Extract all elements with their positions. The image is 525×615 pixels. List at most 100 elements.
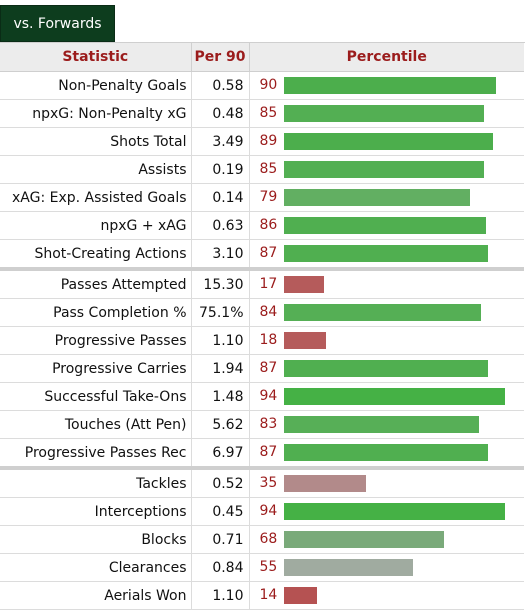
percentile-bar bbox=[283, 189, 470, 206]
tab-vs-forwards[interactable]: vs. Forwards bbox=[0, 5, 115, 42]
per90-value: 6.97 bbox=[191, 438, 250, 470]
stat-name: Tackles bbox=[0, 468, 192, 498]
percentile-cell: 87 bbox=[249, 438, 524, 470]
percentile-value: 85 bbox=[259, 105, 278, 121]
percentile-bar bbox=[283, 503, 505, 520]
per90-value: 75.1% bbox=[191, 298, 250, 327]
table-row: Non-Penalty Goals 0.58 90 bbox=[0, 71, 524, 100]
tab-bar: vs. Forwards bbox=[0, 0, 525, 43]
stat-name: Shot-Creating Actions bbox=[0, 239, 192, 271]
percentile-cell: 35 bbox=[249, 468, 524, 498]
percentile-cell: 85 bbox=[249, 155, 524, 184]
percentile-bar bbox=[283, 245, 488, 262]
percentile-value: 86 bbox=[259, 217, 278, 233]
table-row: Pass Completion % 75.1% 84 bbox=[0, 298, 524, 327]
percentile-value: 94 bbox=[259, 388, 278, 404]
per90-value: 3.10 bbox=[191, 239, 250, 271]
percentile-bar bbox=[283, 217, 486, 234]
percentile-cell: 86 bbox=[249, 211, 524, 240]
percentile-bar bbox=[283, 332, 326, 349]
stat-name: Interceptions bbox=[0, 497, 192, 526]
table-row: Successful Take-Ons 1.48 94 bbox=[0, 382, 524, 411]
stat-name: Blocks bbox=[0, 525, 192, 554]
stat-name: Touches (Att Pen) bbox=[0, 410, 192, 439]
per90-value: 1.10 bbox=[191, 581, 250, 610]
table-body: Non-Penalty Goals 0.58 90 npxG: Non-Penalty… bbox=[0, 71, 524, 610]
percentile-bar bbox=[283, 105, 484, 122]
stat-name: xAG: Exp. Assisted Goals bbox=[0, 183, 192, 212]
percentile-bar bbox=[283, 559, 413, 576]
table-row: Tackles 0.52 35 bbox=[0, 468, 524, 498]
per90-value: 15.30 bbox=[191, 269, 250, 299]
per90-value: 3.49 bbox=[191, 127, 250, 156]
percentile-bar bbox=[283, 531, 444, 548]
header-per90[interactable]: Per 90 bbox=[191, 43, 250, 72]
per90-value: 0.84 bbox=[191, 553, 250, 582]
percentile-cell: 14 bbox=[249, 581, 524, 610]
table-row: Aerials Won 1.10 14 bbox=[0, 581, 524, 610]
percentile-value: 89 bbox=[259, 133, 278, 149]
stat-name: Successful Take-Ons bbox=[0, 382, 192, 411]
percentile-cell: 94 bbox=[249, 497, 524, 526]
stat-name: npxG + xAG bbox=[0, 211, 192, 240]
percentile-bar bbox=[283, 444, 488, 461]
stat-name: npxG: Non-Penalty xG bbox=[0, 99, 192, 128]
stat-name: Assists bbox=[0, 155, 192, 184]
percentile-value: 90 bbox=[259, 77, 278, 93]
header-percentile[interactable]: Percentile bbox=[249, 43, 524, 72]
per90-value: 1.48 bbox=[191, 382, 250, 411]
percentile-cell: 79 bbox=[249, 183, 524, 212]
percentile-cell: 83 bbox=[249, 410, 524, 439]
percentile-cell: 18 bbox=[249, 326, 524, 355]
per90-value: 0.19 bbox=[191, 155, 250, 184]
stat-name: Progressive Passes Rec bbox=[0, 438, 192, 470]
percentile-value: 14 bbox=[259, 587, 278, 603]
per90-value: 0.52 bbox=[191, 468, 250, 498]
stat-name: Passes Attempted bbox=[0, 269, 192, 299]
table-row: Blocks 0.71 68 bbox=[0, 525, 524, 554]
percentile-cell: 84 bbox=[249, 298, 524, 327]
table-row: Shots Total 3.49 89 bbox=[0, 127, 524, 156]
percentile-bar bbox=[283, 133, 493, 150]
stat-name: Shots Total bbox=[0, 127, 192, 156]
percentile-bar bbox=[283, 416, 479, 433]
percentile-value: 83 bbox=[259, 416, 278, 432]
percentile-value: 87 bbox=[259, 360, 278, 376]
percentile-cell: 90 bbox=[249, 71, 524, 100]
table-row: Progressive Carries 1.94 87 bbox=[0, 354, 524, 383]
percentile-bar bbox=[283, 475, 366, 492]
table-row: npxG + xAG 0.63 86 bbox=[0, 211, 524, 240]
percentile-cell: 87 bbox=[249, 354, 524, 383]
percentile-cell: 17 bbox=[249, 269, 524, 299]
table-row: Progressive Passes 1.10 18 bbox=[0, 326, 524, 355]
stat-name: Non-Penalty Goals bbox=[0, 71, 192, 100]
percentile-value: 84 bbox=[259, 304, 278, 320]
table-row: Assists 0.19 85 bbox=[0, 155, 524, 184]
percentile-cell: 94 bbox=[249, 382, 524, 411]
per90-value: 0.48 bbox=[191, 99, 250, 128]
percentile-cell: 85 bbox=[249, 99, 524, 128]
percentile-table: Statistic Per 90 Percentile Non-Penalty … bbox=[0, 43, 524, 610]
table-row: Progressive Passes Rec 6.97 87 bbox=[0, 438, 524, 470]
percentile-cell: 55 bbox=[249, 553, 524, 582]
percentile-value: 87 bbox=[259, 444, 278, 460]
stat-name: Pass Completion % bbox=[0, 298, 192, 327]
per90-value: 1.10 bbox=[191, 326, 250, 355]
percentile-value: 35 bbox=[259, 475, 278, 491]
table-row: Shot-Creating Actions 3.10 87 bbox=[0, 239, 524, 271]
percentile-bar bbox=[283, 304, 481, 321]
percentile-bar bbox=[283, 276, 324, 293]
percentile-value: 94 bbox=[259, 503, 278, 519]
percentile-bar bbox=[283, 360, 488, 377]
per90-value: 0.45 bbox=[191, 497, 250, 526]
percentile-bar bbox=[283, 388, 505, 405]
percentile-cell: 89 bbox=[249, 127, 524, 156]
percentile-bar bbox=[283, 161, 484, 178]
table-row: Touches (Att Pen) 5.62 83 bbox=[0, 410, 524, 439]
percentile-value: 79 bbox=[259, 189, 278, 205]
percentile-bar bbox=[283, 587, 317, 604]
percentile-value: 85 bbox=[259, 161, 278, 177]
stat-name: Clearances bbox=[0, 553, 192, 582]
percentile-value: 18 bbox=[259, 332, 278, 348]
header-statistic[interactable]: Statistic bbox=[0, 43, 192, 72]
